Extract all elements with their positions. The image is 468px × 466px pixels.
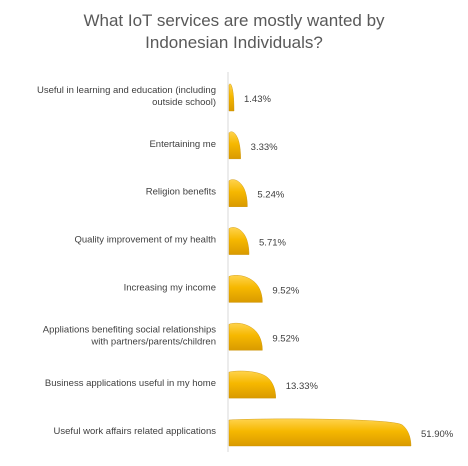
bar-4 — [228, 275, 263, 303]
value-label-5: 9.52% — [272, 333, 299, 344]
chart-title-line-2: Indonesian Individuals? — [145, 33, 323, 52]
bar-2 — [228, 179, 248, 207]
category-label-0-line-0: Useful in learning and education (includ… — [37, 85, 216, 96]
category-label-5-line-0: Appliations benefiting social relationsh… — [43, 324, 216, 335]
value-label-1: 3.33% — [251, 142, 278, 153]
category-label-0-line-1: outside school) — [152, 97, 216, 108]
value-label-0: 1.43% — [244, 94, 271, 105]
bar-5 — [228, 322, 263, 351]
category-label-3: Quality improvement of my health — [74, 235, 216, 246]
value-label-3: 5.71% — [259, 238, 286, 249]
value-label-6: 13.33% — [286, 381, 319, 392]
category-label-7: Useful work affairs related applications — [54, 426, 217, 437]
value-label-2: 5.24% — [257, 190, 284, 201]
category-label-2: Religion benefits — [146, 187, 216, 198]
category-label-1: Entertaining me — [149, 139, 216, 150]
category-label-5-line-1: with partners/parents/children — [90, 336, 216, 347]
bar-1 — [228, 131, 241, 160]
bar-0 — [228, 83, 235, 112]
chart-title-line-1: What IoT services are mostly wanted by — [83, 11, 385, 30]
bar-3 — [228, 227, 250, 255]
value-label-7: 51.90% — [421, 429, 454, 440]
category-label-4: Increasing my income — [124, 282, 216, 293]
bar-6 — [228, 370, 276, 399]
category-label-6: Business applications useful in my home — [45, 378, 216, 389]
bar-7 — [228, 418, 412, 447]
chart-title: What IoT services are mostly wanted by I… — [0, 10, 468, 54]
plot-area: 1.43% Useful in learning and education (i… — [37, 72, 454, 452]
value-label-4: 9.52% — [272, 285, 299, 296]
